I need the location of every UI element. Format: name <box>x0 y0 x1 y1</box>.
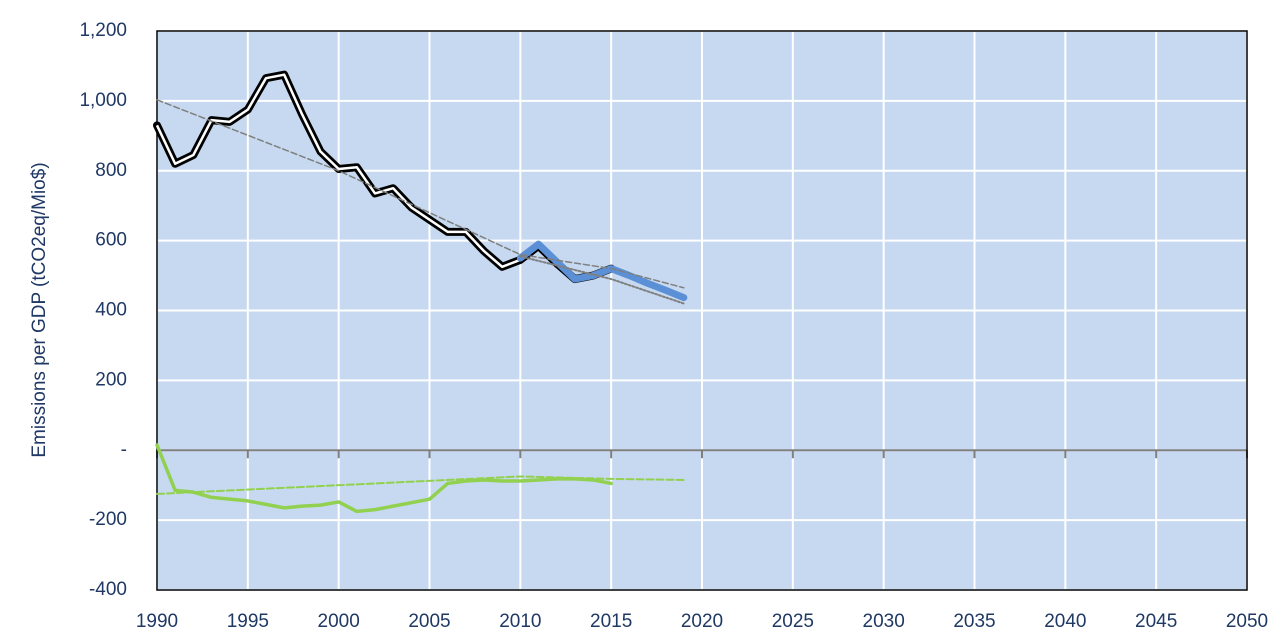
y-tick-label: -200 <box>89 509 127 530</box>
x-tick-label: 1995 <box>227 611 269 632</box>
x-tick-label: 2010 <box>499 611 541 632</box>
y-tick-label: -400 <box>89 579 127 600</box>
x-tick-label: 2005 <box>408 611 450 632</box>
x-tick-label: 2025 <box>772 611 814 632</box>
x-tick-label: 2020 <box>681 611 723 632</box>
x-tick-label: 2045 <box>1135 611 1177 632</box>
series-line <box>156 475 685 495</box>
y-tick-label: 200 <box>95 369 127 390</box>
series-line <box>516 240 688 302</box>
x-tick-label: 2030 <box>863 611 905 632</box>
series-line <box>155 443 613 514</box>
x-tick-label: 2015 <box>590 611 632 632</box>
series-line <box>519 255 685 305</box>
y-tick-label: - <box>121 439 127 460</box>
y-tick-label: 1,200 <box>79 20 127 41</box>
x-tick-label: 2035 <box>953 611 995 632</box>
x-tick-label: 1990 <box>136 611 178 632</box>
y-tick-label: 1,000 <box>79 90 127 111</box>
x-tick-label: 2040 <box>1044 611 1086 632</box>
y-axis-label: Emissions per GDP (tCO2eq/Mio$) <box>29 162 50 457</box>
x-tick-label: 2000 <box>318 611 360 632</box>
series-line <box>156 99 685 289</box>
y-tick-label: 800 <box>95 160 127 181</box>
x-tick-label: 2050 <box>1226 611 1268 632</box>
y-tick-label: 600 <box>95 230 127 251</box>
plot-border <box>156 30 1248 591</box>
y-tick-label: 400 <box>95 300 127 321</box>
